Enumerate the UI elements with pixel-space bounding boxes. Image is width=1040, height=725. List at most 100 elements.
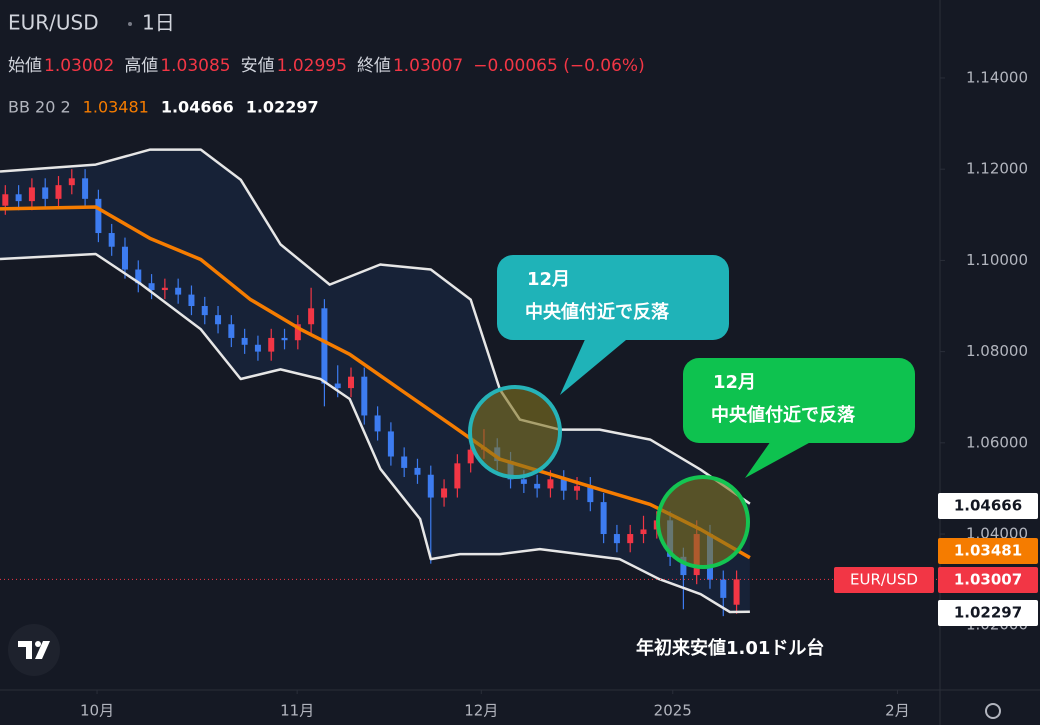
ohlc-value: 1.03002	[44, 56, 114, 76]
candle-body	[82, 178, 89, 199]
candle-body	[188, 294, 195, 307]
x-tick-label: 12月	[464, 702, 498, 720]
callout-pointer	[745, 438, 818, 478]
settings-icon	[985, 703, 1001, 719]
candle-body	[321, 308, 328, 384]
candle-body	[414, 467, 421, 475]
indicator-value: 1.02297	[246, 98, 319, 117]
callout-pointer	[560, 335, 632, 395]
candle-body	[720, 579, 727, 598]
callout-title: 12月	[527, 269, 570, 290]
candle-body	[281, 337, 288, 341]
candle-body	[613, 534, 620, 544]
candle-body	[2, 194, 9, 206]
price-tag	[938, 538, 1038, 564]
symbol-tag	[834, 567, 934, 593]
y-tick-label: 1.08000	[966, 342, 1028, 360]
candle-body	[547, 479, 554, 489]
y-tick-label: 1.14000	[966, 68, 1028, 86]
interval: 1日	[142, 11, 175, 35]
price-tag-label: 1.03007	[954, 571, 1022, 589]
callout-title: 12月	[713, 372, 756, 393]
callout-box	[683, 358, 915, 443]
candle-body	[348, 376, 355, 389]
callout-box	[497, 255, 729, 340]
candle-body	[228, 324, 235, 338]
candle-body	[201, 306, 208, 316]
logo-bg	[8, 624, 60, 676]
symbol-tag-label: EUR/USD	[850, 571, 918, 589]
candle-body	[361, 376, 368, 416]
candle-body	[733, 579, 740, 605]
candle-body	[441, 488, 448, 498]
candle-body	[640, 529, 647, 535]
price-tag	[938, 600, 1038, 626]
candle-body	[68, 178, 75, 186]
candle-body	[28, 187, 35, 202]
x-tick-label: 2025	[654, 702, 692, 720]
separator-dot	[128, 22, 132, 26]
candle-body	[161, 287, 168, 291]
price-tag	[938, 493, 1038, 519]
candle-body	[148, 283, 155, 291]
candle-body	[520, 479, 527, 484]
highlight-circle	[656, 475, 750, 569]
candle-body	[334, 383, 341, 389]
candle-body	[55, 185, 62, 199]
ohlc-value: 1.02995	[277, 56, 347, 76]
price-tag	[938, 567, 1038, 593]
x-tick-label: 2月	[885, 702, 910, 720]
ohlc-value: 1.03007	[393, 56, 463, 76]
band-fill	[0, 149, 750, 613]
candle-body	[254, 344, 261, 352]
candle-body	[374, 415, 381, 432]
y-tick-label: 1.06000	[966, 433, 1028, 451]
ohlc-value: 1.03085	[160, 56, 230, 76]
candle-body	[15, 194, 22, 202]
change: −0.00065 (−0.06%)	[473, 56, 644, 76]
candle-body	[135, 269, 142, 284]
x-tick-label: 10月	[80, 702, 114, 720]
band-line	[0, 252, 750, 614]
callout-text: 中央値付近で反落	[525, 301, 670, 323]
band-line	[0, 148, 751, 505]
candle-body	[241, 337, 248, 345]
x-tick-label: 11月	[280, 702, 314, 720]
ohlc-label: 始値	[8, 56, 42, 76]
candle-body	[454, 463, 461, 489]
ohlc-label: 安値	[241, 56, 275, 76]
candle-body	[467, 449, 474, 464]
candle-body	[560, 479, 567, 491]
indicator-value: 1.04666	[161, 98, 234, 117]
candle-body	[95, 198, 102, 234]
candle-body	[600, 502, 607, 535]
candle-body	[401, 456, 408, 468]
candle-body	[387, 431, 394, 457]
candle-body	[587, 486, 594, 503]
indicator-value: 1.03481	[83, 98, 149, 117]
candle-body	[121, 246, 128, 270]
band-line	[0, 205, 751, 560]
ohlc-label: 終値	[357, 56, 391, 76]
highlight-circle	[468, 385, 562, 479]
candle-body	[215, 315, 222, 325]
price-tag-label: 1.02297	[954, 604, 1022, 622]
callout-text: 中央値付近で反落	[711, 404, 856, 426]
indicator: BB 20 2	[8, 98, 71, 117]
ohlc-label: 高値	[124, 56, 158, 76]
candle-body	[534, 483, 541, 489]
y-tick-label: 1.10000	[966, 251, 1028, 269]
candle-body	[308, 308, 315, 325]
candle-body	[175, 287, 182, 295]
y-tick-label: 1.12000	[966, 160, 1028, 178]
price-tag-label: 1.04666	[954, 497, 1022, 515]
candle-body	[627, 534, 634, 544]
price-tag-label: 1.03481	[954, 542, 1022, 560]
candle-body	[680, 556, 687, 576]
logo-mark	[18, 641, 50, 659]
logo-dot	[35, 641, 41, 647]
candle-body	[574, 486, 581, 491]
